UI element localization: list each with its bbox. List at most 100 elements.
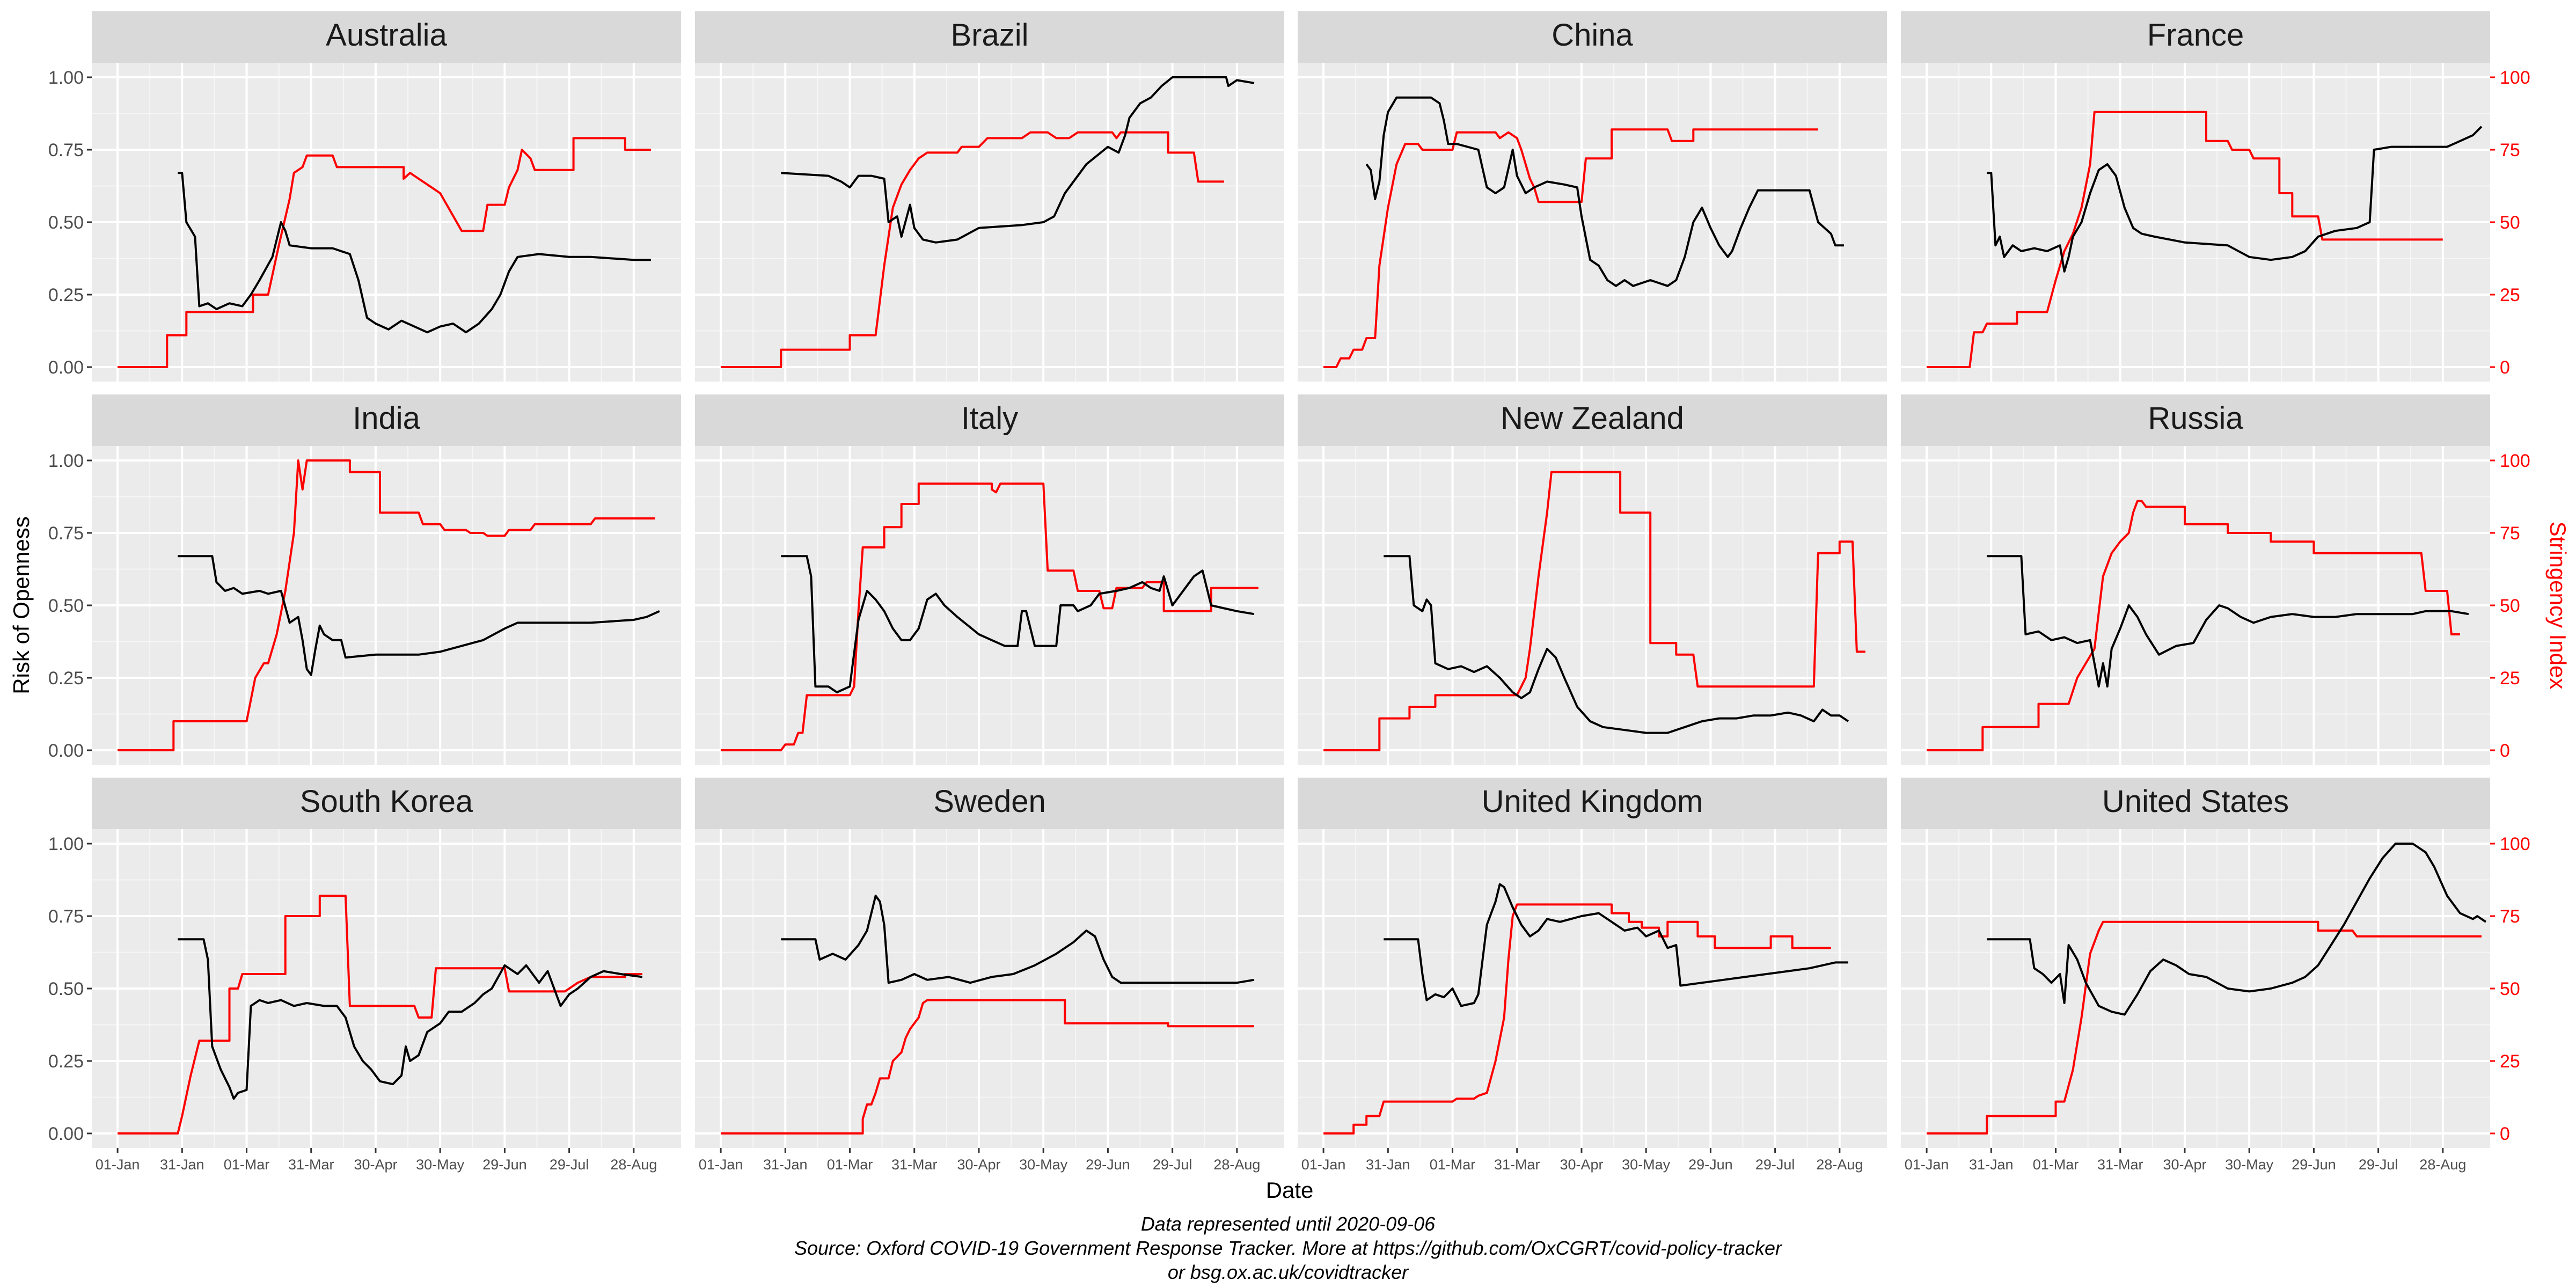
x-tick-label: 01-Mar [224,1157,270,1173]
facet-title: Brazil [950,18,1028,53]
facet-brazil: Brazil [695,11,1284,382]
y-left-tick-label: 1.00 [48,834,84,854]
x-tick-label: 29-Jun [2292,1157,2336,1173]
y-axis-left-label: Risk of Openness [9,516,34,694]
y-right-tick-label: 25 [2500,285,2520,305]
facet-title: Australia [326,18,447,53]
stringency-line [1323,128,1818,368]
x-tick-label: 01-Jan [96,1157,140,1173]
y-axis-right-label: Stringency Index [2545,522,2571,690]
y-right-tick-label: 50 [2500,213,2520,233]
stringency-line [1323,471,1865,751]
facet-united-states: United States 0 25 50 75 100 01-Jan 31-Jan 01-Ma… [1901,778,2530,1173]
risk-line [1987,843,2487,1016]
x-tick-label: 28-Aug [610,1157,657,1173]
facet-strip [1298,11,1887,63]
x-tick-label: 29-Jul [2359,1157,2398,1173]
risk-line [1987,126,2483,273]
y-right-tick-label: 75 [2500,906,2520,927]
x-tick-label: 31-Jan [1366,1157,1410,1173]
facet-title: Russia [2148,401,2243,436]
stringency-line [1927,111,2443,368]
x-tick-label: 31-Mar [2097,1157,2143,1173]
footnote-link: or bsg.ox.ac.uk/covidtracker [1167,1261,1409,1283]
facet-strip [1901,394,2490,446]
stringency-line [1323,903,1831,1135]
facet-strip [1901,11,2490,63]
x-tick-label: 01-Mar [1430,1157,1476,1173]
y-left-tick-label: 1.00 [48,68,84,88]
x-tick-label: 31-Jan [763,1157,808,1173]
facet-title: South Korea [300,784,473,819]
x-tick-label: 31-Jan [160,1157,204,1173]
y-right-tick-label: 50 [2500,979,2520,999]
x-tick-label: 01-Jan [1301,1157,1346,1173]
stringency-line [118,895,642,1135]
x-tick-label: 30-May [1622,1157,1671,1173]
y-right-tick-label: 25 [2500,668,2520,689]
x-tick-label: 29-Jul [550,1157,589,1173]
y-right-tick-label: 100 [2500,68,2530,88]
facet-strip [1901,778,2490,829]
y-left-tick-label: 0.25 [48,1051,84,1072]
x-tick-label: 28-Aug [1816,1157,1863,1173]
x-tick-label: 29-Jul [1755,1157,1795,1173]
risk-line [1384,555,1849,734]
x-tick-label: 01-Jan [699,1157,743,1173]
facet-australia: Australia 0.00 0.25 0.50 0.75 1.00 [48,11,681,382]
facet-title: New Zealand [1501,401,1684,436]
risk-line [781,555,1255,693]
facet-france: France 0 25 50 75 100 [1901,11,2530,382]
facet-title: Italy [961,401,1018,436]
facet-strip [92,394,681,446]
y-left-tick-label: 0.00 [48,1124,84,1144]
facet-title: United Kingdom [1482,784,1703,819]
facet-italy: Italy [695,394,1284,765]
y-left-tick-label: 0.75 [48,140,84,160]
x-tick-label: 29-Jun [1086,1157,1130,1173]
stringency-line [118,137,651,368]
x-tick-label: 29-Jul [1153,1157,1192,1173]
facet-russia: Russia 0 25 50 75 100 [1901,394,2530,765]
risk-line [178,555,660,676]
facet-south-korea: South Korea 0.00 0.25 0.50 0.75 1.00 01-Jan 31-… [48,778,681,1173]
x-tick-label: 30-Apr [1560,1157,1603,1173]
x-tick-label: 29-Jun [1688,1157,1733,1173]
facet-strip [695,11,1284,63]
stringency-line [721,131,1224,368]
facet-panels: Australia 0.00 0.25 0.50 0.75 1.00 Brazil China… [48,11,2530,1173]
facet-strip [92,778,681,829]
x-tick-label: 28-Aug [1213,1157,1260,1173]
x-tick-label: 31-Mar [288,1157,334,1173]
risk-line [781,76,1255,244]
facet-new-zealand: New Zealand [1298,394,1887,765]
x-tick-label: 01-Mar [827,1157,873,1173]
facet-strip [1298,394,1887,446]
y-left-tick-label: 0.25 [48,668,84,689]
facet-sweden: Sweden 01-Jan 31-Jan 01-Mar 31-Mar 30-Apr 30-M… [695,778,1284,1173]
y-right-tick-label: 100 [2500,834,2530,854]
risk-line [1384,883,1848,1007]
y-left-tick-label: 0.50 [48,979,84,999]
y-left-tick-label: 0.50 [48,213,84,233]
y-right-tick-label: 100 [2500,451,2530,471]
x-tick-label: 30-May [2225,1157,2274,1173]
stringency-line [118,459,655,751]
stringency-line [721,482,1258,751]
risk-line [178,938,643,1100]
x-tick-label: 30-May [416,1157,465,1173]
y-right-tick-label: 50 [2500,596,2520,616]
y-right-tick-label: 75 [2500,523,2520,544]
facet-india: India 0.00 0.25 0.50 0.75 1.00 [48,394,681,765]
facet-strip [92,11,681,63]
facet-title: France [2147,18,2244,53]
facet-united-kingdom: United Kingdom 01-Jan 31-Jan 01-Mar 31-Mar 30… [1298,778,1887,1173]
y-right-tick-label: 0 [2500,741,2510,761]
x-tick-label: 01-Jan [1905,1157,1949,1173]
footnote-date: Data represented until 2020-09-06 [1140,1213,1436,1235]
x-tick-label: 01-Mar [2033,1157,2079,1173]
y-left-tick-label: 0.25 [48,285,84,305]
y-right-tick-label: 0 [2500,357,2510,378]
x-tick-label: 28-Aug [2419,1157,2466,1173]
